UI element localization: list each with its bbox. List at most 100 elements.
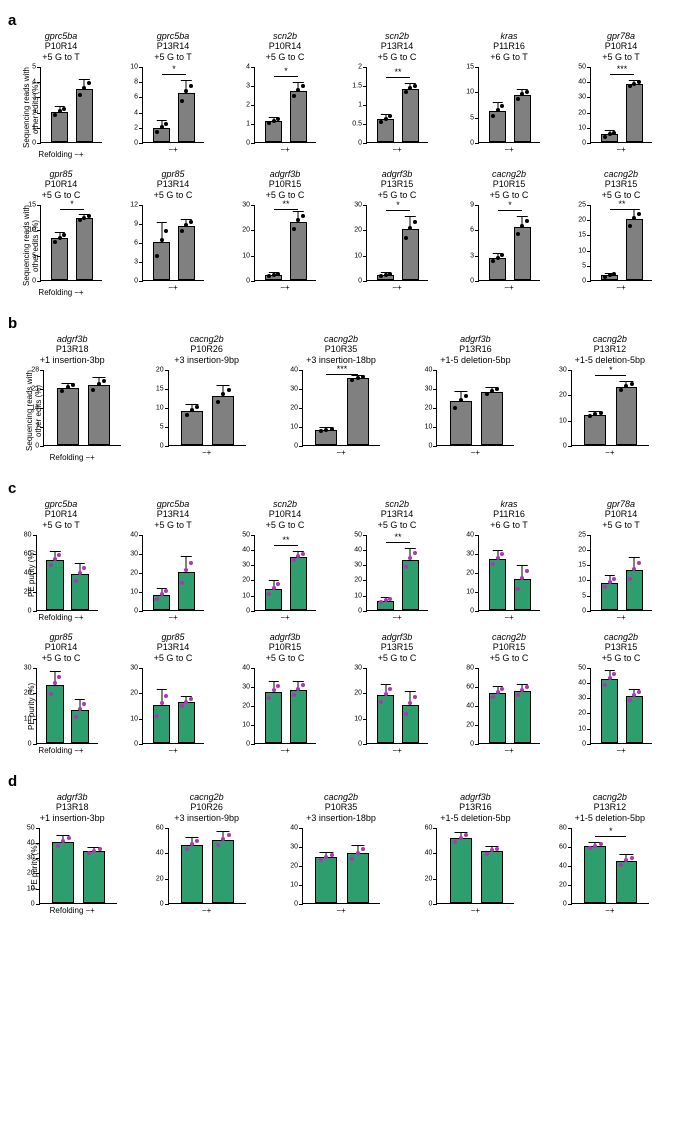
- bar: [83, 851, 105, 903]
- plot-wrap: 0510152025**: [590, 205, 652, 281]
- y-tick-label: 30: [27, 855, 40, 862]
- plot-area: 0102030*: [571, 370, 649, 446]
- significance-bracket: [60, 209, 85, 210]
- y-tick-label: 10: [242, 592, 255, 599]
- data-point: [624, 858, 628, 862]
- data-point: [330, 427, 334, 431]
- x-axis: −+: [392, 145, 401, 154]
- data-point: [632, 693, 636, 697]
- bar: [57, 388, 79, 445]
- data-point: [491, 695, 495, 699]
- chart-title: cacng2bP10R15+5 G to C: [490, 169, 529, 201]
- y-tick-label: 2: [32, 109, 41, 116]
- data-point: [190, 408, 194, 412]
- data-point: [164, 229, 168, 233]
- data-point: [350, 378, 354, 382]
- data-point: [593, 412, 597, 416]
- data-point: [61, 839, 65, 843]
- data-point: [296, 88, 300, 92]
- data-point: [495, 387, 499, 391]
- data-point: [525, 219, 529, 223]
- plot-area: 01234*: [254, 67, 316, 143]
- data-point: [164, 122, 168, 126]
- y-tick-label: 20: [242, 702, 255, 709]
- y-tick-label: 0: [28, 740, 37, 747]
- data-point: [74, 579, 78, 583]
- panel-letter: c: [8, 480, 674, 497]
- bar: [178, 226, 195, 280]
- y-tick-label: 80: [24, 531, 37, 538]
- data-point: [500, 687, 504, 691]
- bar-chart: cacng2bP13R12+1-5 deletion-5bp020406080*…: [546, 792, 674, 915]
- x-tick-label: +: [90, 906, 95, 915]
- data-point: [632, 216, 636, 220]
- y-tick-label: 20: [130, 569, 143, 576]
- bar-chart: cacng2bP13R15+5 G to C01020304050−+: [568, 632, 674, 755]
- bar-chart: scn2bP13R14+5 G to C00.511.52**−+: [344, 31, 450, 159]
- plot-area: 01020304050: [39, 828, 117, 904]
- y-tick-label: 0: [429, 442, 438, 449]
- bar: [347, 853, 369, 902]
- bar: [46, 560, 63, 610]
- y-tick-label: 10: [290, 423, 303, 430]
- x-axis: −+: [616, 746, 625, 755]
- bar: [402, 89, 419, 142]
- y-tick-label: 40: [425, 366, 438, 373]
- x-tick-label: +: [397, 746, 402, 755]
- data-point: [221, 837, 225, 841]
- bar: [347, 378, 369, 445]
- chart-title: adgrf3bP13R15+5 G to C: [378, 169, 417, 201]
- error-cap: [604, 670, 614, 671]
- x-tick-label: +: [621, 746, 626, 755]
- y-tick-label: 0: [134, 277, 143, 284]
- plot-area: 0102030: [366, 668, 428, 744]
- data-point: [608, 676, 612, 680]
- chart-row: gpr85P10R14+5 G to CPE purity (%)0102030…: [8, 632, 674, 755]
- data-point: [632, 567, 636, 571]
- plot-area: 00.511.52**: [366, 67, 428, 143]
- y-tick-label: 30: [130, 550, 143, 557]
- data-point: [516, 97, 520, 101]
- significance-label: *: [508, 201, 512, 210]
- y-tick-label: 0: [470, 277, 479, 284]
- error-cap: [217, 385, 230, 386]
- y-tick-label: 2: [134, 124, 143, 131]
- x-axis: −+: [504, 746, 513, 755]
- data-point: [195, 839, 199, 843]
- data-point: [155, 130, 159, 134]
- data-point: [180, 99, 184, 103]
- data-point: [520, 576, 524, 580]
- data-point: [190, 842, 194, 846]
- y-tick-label: 10: [578, 247, 591, 254]
- data-point: [276, 684, 280, 688]
- data-point: [216, 843, 220, 847]
- bar: [88, 385, 110, 445]
- y-tick-label: 0: [582, 607, 591, 614]
- data-point: [388, 597, 392, 601]
- y-tick-label: 30: [242, 201, 255, 208]
- error-cap: [405, 216, 415, 217]
- y-tick-label: 0: [246, 607, 255, 614]
- panel-letter: d: [8, 773, 674, 790]
- data-point: [520, 224, 524, 228]
- bar: [181, 845, 203, 903]
- x-axis: −+: [280, 613, 289, 622]
- data-point: [180, 229, 184, 233]
- y-tick-label: 0: [160, 900, 169, 907]
- significance-label: *: [284, 67, 288, 76]
- plot-wrap: 0246810*: [142, 67, 204, 143]
- y-tick-label: 40: [27, 840, 40, 847]
- error-cap: [50, 671, 60, 672]
- data-point: [82, 702, 86, 706]
- chart-title: scn2bP10R14+5 G to C: [266, 499, 305, 531]
- x-axis: −+: [392, 746, 401, 755]
- bar-chart: cacng2bP10R35+3 insertion-18bp010203040−…: [277, 792, 405, 915]
- y-tick-label: 40: [578, 79, 591, 86]
- y-tick-label: 0: [358, 607, 367, 614]
- data-point: [588, 846, 592, 850]
- data-point: [53, 113, 57, 117]
- chart-title: gpr78aP10R14+5 G to T: [602, 499, 640, 531]
- x-tick-label: +: [173, 613, 178, 622]
- data-point: [637, 80, 641, 84]
- chart-row: gpr85P10R14+5 G to CSequencing reads wit…: [8, 169, 674, 297]
